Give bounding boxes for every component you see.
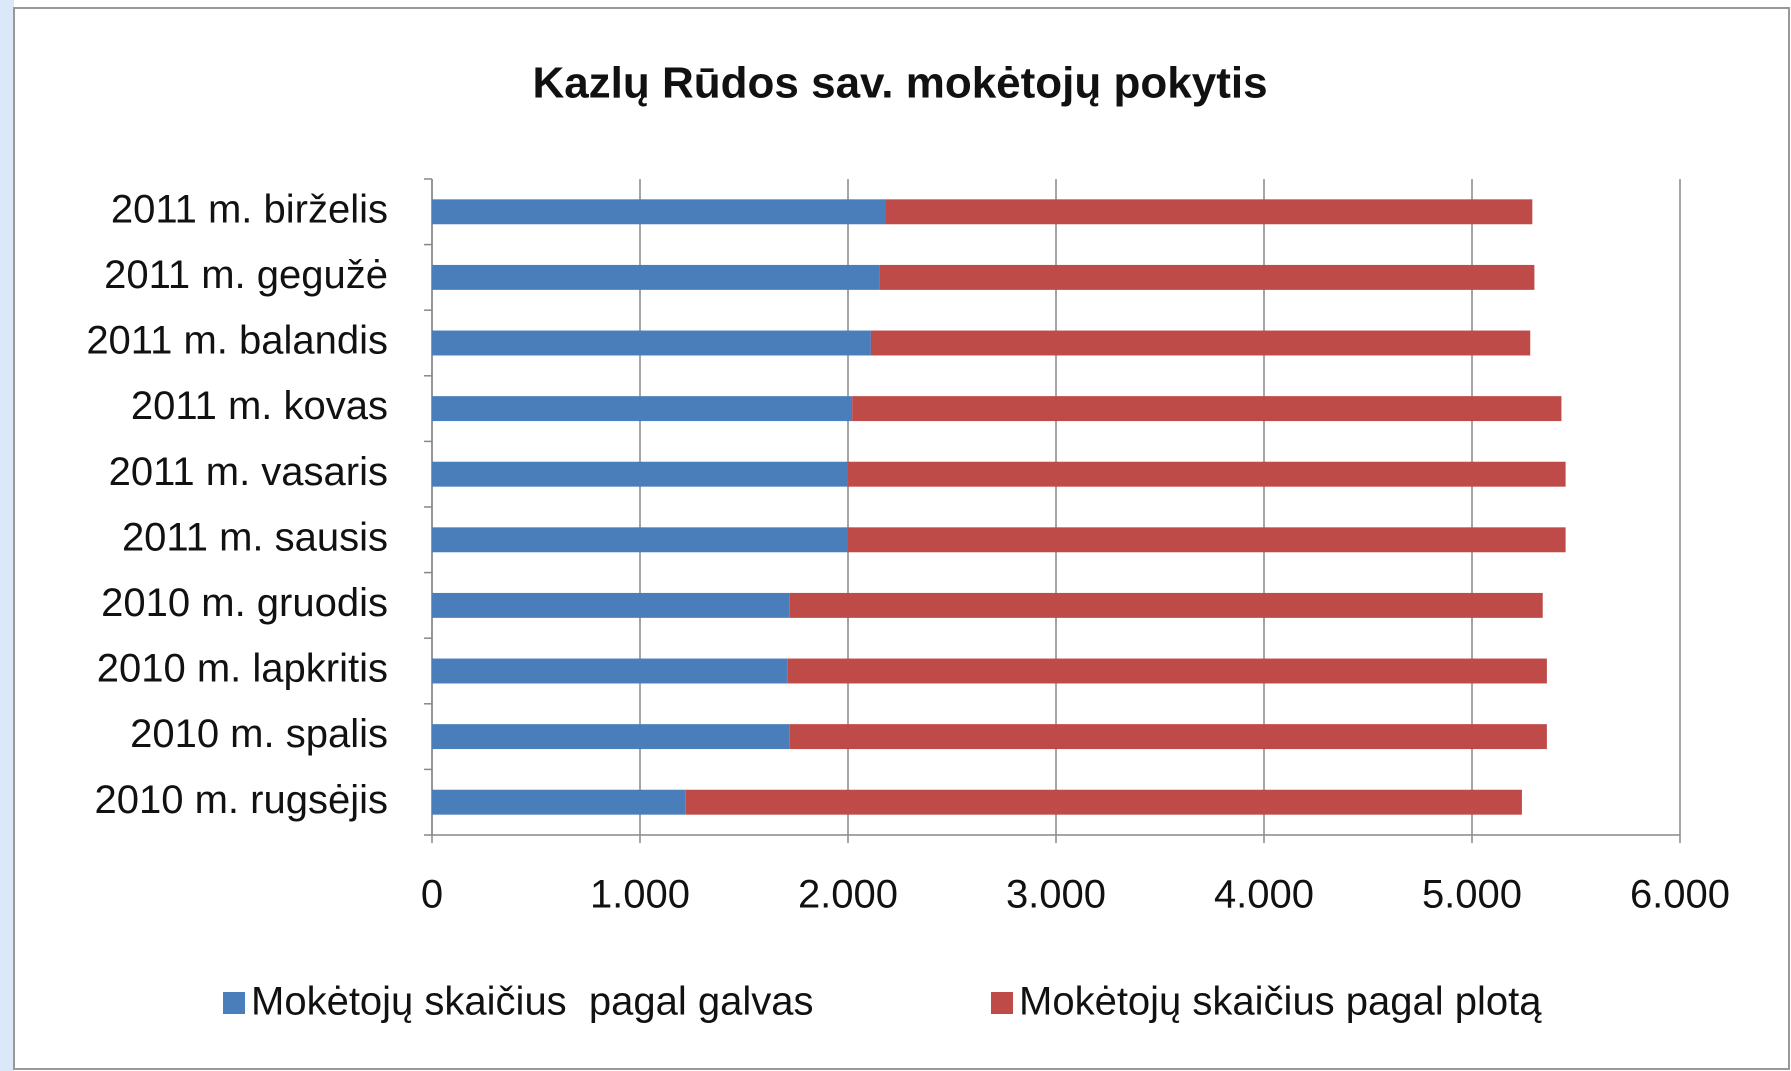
bar-segment [789,724,1547,750]
legend-swatch [223,992,245,1014]
bar-segment [432,396,853,422]
bar-segment [432,461,848,487]
bar-segment [432,264,880,290]
y-tick-label: 2011 m. vasaris [109,450,388,494]
y-tick-label: 2011 m. kovas [131,384,388,428]
side-strip [0,0,14,1071]
bar-segment [789,592,1543,618]
y-tick-label: 2010 m. lapkritis [97,647,388,691]
x-tick-label: 2.000 [798,873,898,917]
bar-segment [870,330,1531,356]
bar-segment [848,527,1566,553]
x-tick-label: 4.000 [1214,873,1314,917]
bar-segment [432,330,871,356]
bar-segment [432,592,790,618]
y-tick-label: 2011 m. sausis [122,515,388,559]
bar-segment [685,789,1522,815]
bar-segment [848,461,1566,487]
y-tick-label: 2011 m. balandis [86,319,388,363]
y-tick-label: 2010 m. gruodis [101,581,388,625]
legend-swatch [991,992,1013,1014]
bar-segment [787,658,1547,684]
y-tick-label: 2010 m. rugsėjis [95,778,388,822]
y-tick-label: 2010 m. spalis [130,712,388,756]
legend-label: Mokėtojų skaičius pagal galvas [251,980,814,1024]
bar-segment [885,199,1533,225]
legend-label: Mokėtojų skaičius pagal plotą [1019,980,1542,1024]
bar-segment [852,396,1562,422]
chart-title: Kazlų Rūdos sav. mokėtojų pokytis [532,59,1267,108]
y-tick-label: 2011 m. birželis [111,187,388,231]
x-tick-label: 6.000 [1630,873,1730,917]
bar-segment [432,527,848,553]
bar-segment [432,199,886,225]
bar-segment [879,264,1535,290]
bar-segment [432,724,790,750]
x-tick-label: 0 [421,873,443,917]
x-tick-label: 3.000 [1006,873,1106,917]
y-tick-label: 2011 m. gegužė [104,253,388,297]
x-tick-label: 1.000 [590,873,690,917]
bar-segment [432,789,686,815]
bar-segment [432,658,788,684]
x-tick-label: 5.000 [1422,873,1522,917]
